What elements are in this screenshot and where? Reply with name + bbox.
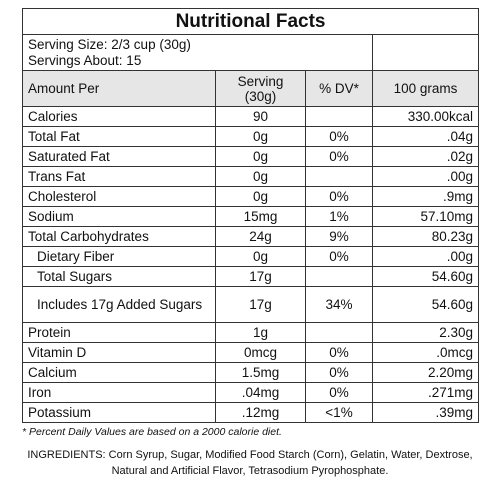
nutrient-row: Total Sugars 17g 54.60g <box>22 266 480 287</box>
nutrient-value: .00g <box>371 246 480 267</box>
nutrient-value: 1g <box>215 322 306 343</box>
nutrient-name: Saturated Fat <box>22 146 216 167</box>
nutrient-value: <1% <box>305 402 373 423</box>
nutrient-value: 1.5mg <box>215 362 306 383</box>
nutrient-value: 1% <box>305 206 373 227</box>
nutrient-name: Iron <box>22 382 216 403</box>
nutrient-value: .9mg <box>371 186 480 207</box>
nutrient-value: 0g <box>215 166 306 187</box>
nutrient-row: Sodium 15mg 1% 57.10mg <box>22 206 480 227</box>
nutrient-value: .02g <box>371 146 480 167</box>
nutrient-row: Cholesterol 0g 0% .9mg <box>22 186 480 207</box>
column-header: Amount Per <box>22 70 216 107</box>
column-header: Serving (30g) <box>215 70 306 107</box>
nutrient-value: 0g <box>215 246 306 267</box>
nutrient-row: Trans Fat 0g .00g <box>22 166 480 187</box>
serving-size: Serving Size: 2/3 cup (30g) <box>28 36 191 52</box>
nutrient-value: 34% <box>305 286 373 323</box>
nutrient-value <box>305 166 373 187</box>
nutrient-name: Sodium <box>22 206 216 227</box>
nutrient-row: Total Carbohydrates 24g 9% 80.23g <box>22 226 480 247</box>
nutrient-name: Dietary Fiber <box>22 246 216 267</box>
nutrient-name: Total Sugars <box>22 266 216 287</box>
nutrient-row: Calories 90 330.00kcal <box>22 106 480 127</box>
nutrient-name: Total Carbohydrates <box>22 226 216 247</box>
servings: Servings About: 15 <box>28 52 142 68</box>
nutrient-value: 15mg <box>215 206 306 227</box>
nutrient-row: Iron .04mg 0% .271mg <box>22 382 480 403</box>
nutrient-value: 2.30g <box>371 322 480 343</box>
nutrient-value: 9% <box>305 226 373 247</box>
nutrient-value <box>305 266 373 287</box>
nutrient-name: Includes 17g Added Sugars <box>22 286 216 323</box>
nutrient-value: 0mcg <box>215 342 306 363</box>
nutrient-value: .39mg <box>371 402 480 423</box>
nutrient-value: 2.20mg <box>371 362 480 383</box>
nutrient-row: Protein 1g 2.30g <box>22 322 480 343</box>
nutrient-name: Total Fat <box>22 126 216 147</box>
nutrient-value: .0mcg <box>371 342 480 363</box>
nutrient-value <box>305 322 373 343</box>
ingredients: INGREDIENTS: Corn Syrup, Sugar, Modified… <box>27 449 473 477</box>
column-header: % DV* <box>305 70 373 107</box>
nutrient-value: .12mg <box>215 402 306 423</box>
nutrient-value: 0% <box>305 362 373 383</box>
nutrient-value: 0% <box>305 246 373 267</box>
nutrient-value: 24g <box>215 226 306 247</box>
nutrient-value: 0% <box>305 186 373 207</box>
nutrient-row: Vitamin D 0mcg 0% .0mcg <box>22 342 480 363</box>
nutrient-name: Cholesterol <box>22 186 216 207</box>
nutrient-name: Vitamin D <box>22 342 216 363</box>
nutrient-row: Total Fat 0g 0% .04g <box>22 126 480 147</box>
nutrient-value: 0% <box>305 342 373 363</box>
nutrient-row: Saturated Fat 0g 0% .02g <box>22 146 480 167</box>
nutrient-row: Potassium .12mg <1% .39mg <box>22 402 480 423</box>
nutrient-value: 80.23g <box>371 226 480 247</box>
nutrient-value: 17g <box>215 266 306 287</box>
nutrient-value: 17g <box>215 286 306 323</box>
nutrient-value: 90 <box>215 106 306 127</box>
nutrient-value: 57.10mg <box>371 206 480 227</box>
nutrient-value: .271mg <box>371 382 480 403</box>
nutrient-value: 0% <box>305 146 373 167</box>
nutrient-value: 0g <box>215 146 306 167</box>
nutrient-row: Calcium 1.5mg 0% 2.20mg <box>22 362 480 383</box>
nutrient-value: 0g <box>215 126 306 147</box>
nutrient-value: .04mg <box>215 382 306 403</box>
nutrient-value: .04g <box>371 126 480 147</box>
nutrient-name: Potassium <box>22 402 216 423</box>
nutrient-value: 0% <box>305 126 373 147</box>
nutrient-value <box>305 106 373 127</box>
title: Nutritional Facts <box>21 8 480 35</box>
nutrition-table: Nutritional Facts Serving Size: 2/3 cup … <box>21 8 480 423</box>
nutrient-name: Calories <box>22 106 216 127</box>
nutrient-value: 54.60g <box>371 286 480 323</box>
serving-info: Serving Size: 2/3 cup (30g) Servings Abou… <box>22 34 373 71</box>
nutrient-value: 54.60g <box>371 266 480 287</box>
nutrient-name: Trans Fat <box>22 166 216 187</box>
column-header: 100 grams <box>371 70 480 107</box>
footnote: * Percent Daily Values are based on a 20… <box>22 426 282 438</box>
nutrient-value: 0g <box>215 186 306 207</box>
nutrient-value: .00g <box>371 166 480 187</box>
nutrient-value: 0% <box>305 382 373 403</box>
nutrient-name: Protein <box>22 322 216 343</box>
nutrient-name: Calcium <box>22 362 216 383</box>
nutrient-value: 330.00kcal <box>371 106 480 127</box>
nutrient-row: Includes 17g Added Sugars 17g 34% 54.60g <box>22 286 480 323</box>
nutrient-row: Dietary Fiber 0g 0% .00g <box>22 246 480 267</box>
